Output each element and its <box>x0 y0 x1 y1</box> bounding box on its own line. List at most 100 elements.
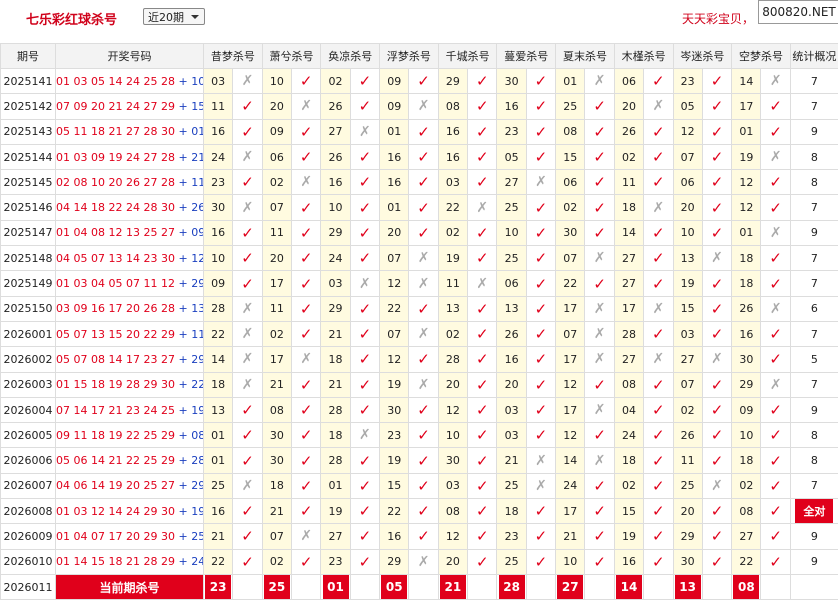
stat: 7 <box>789 320 838 348</box>
kill-result: ✓ <box>349 219 381 247</box>
separator: + <box>178 251 188 265</box>
kill-result: ✓ <box>643 371 674 398</box>
kill-number: 22 <box>379 498 410 525</box>
kill-number: 02 <box>261 320 292 348</box>
empty-cell <box>701 573 733 601</box>
kill-result: ✓ <box>643 320 674 348</box>
kill-result: ✓ <box>467 67 498 95</box>
kill-result: ✓ <box>760 169 791 196</box>
kill-result: ✗ <box>760 295 791 322</box>
empty-cell <box>643 573 674 601</box>
empty-cell <box>789 573 838 601</box>
red-ball: 14 <box>91 479 105 493</box>
kill-number: 22 <box>379 295 410 322</box>
blue-ball: 29 <box>191 352 202 366</box>
red-ball: 21 <box>108 125 123 139</box>
kill-result: ✓ <box>525 118 557 145</box>
kill-result: ✓ <box>643 270 674 297</box>
red-ball: 05 <box>108 277 123 291</box>
current-kill-cell: 27 <box>555 573 586 601</box>
kill-result: ✓ <box>290 472 322 500</box>
kill-result: ✓ <box>584 194 615 221</box>
kill-result: ✓ <box>701 169 733 196</box>
kill-result: ✓ <box>643 143 674 171</box>
kill-number: 29 <box>320 295 351 322</box>
kill-number: 02 <box>261 169 292 196</box>
draw-numbers: 02 08 10 20 26 27 28 + 11 <box>55 169 204 196</box>
kill-number: 20 <box>437 548 469 575</box>
stat: 8 <box>789 143 838 171</box>
column-header: 浮梦杀号 <box>379 43 439 69</box>
kill-result: ✓ <box>701 523 733 550</box>
kill-result: ✓ <box>584 169 615 196</box>
red-ball: 01 <box>56 277 71 291</box>
kill-number: 15 <box>613 498 645 525</box>
kill-number: 22 <box>437 194 469 221</box>
kill-result: ✗ <box>290 523 322 550</box>
kill-result: ✗ <box>525 447 557 474</box>
kill-number: 07 <box>555 245 586 272</box>
kill-result: ✗ <box>467 270 498 297</box>
kill-number: 24 <box>202 143 234 171</box>
kill-result: ✓ <box>701 143 733 171</box>
kill-result: ✓ <box>525 245 557 272</box>
empty-cell <box>290 573 322 601</box>
kill-result: ✗ <box>643 295 674 322</box>
kill-number: 13 <box>672 245 703 272</box>
kill-number: 28 <box>613 320 645 348</box>
red-ball: 14 <box>73 555 88 569</box>
kill-result: ✓ <box>701 447 733 474</box>
red-ball: 27 <box>126 125 140 139</box>
current-kill-cell: 13 <box>672 573 703 601</box>
kill-result: ✓ <box>643 396 674 424</box>
kill-number: 18 <box>731 270 762 297</box>
red-ball: 03 <box>73 504 88 518</box>
period-select[interactable]: 近20期 <box>143 8 205 25</box>
kill-result: ✓ <box>525 396 557 424</box>
current-kill: 23 <box>205 575 232 599</box>
kill-result: ✗ <box>408 270 439 297</box>
kill-result: ✓ <box>760 245 791 272</box>
stat: 7 <box>789 371 838 398</box>
kill-result: ✓ <box>290 320 322 348</box>
blue-ball: 10 <box>191 74 202 88</box>
issue: 2025144 <box>0 143 56 171</box>
red-ball: 04 <box>56 201 71 215</box>
red-ball: 27 <box>143 99 158 113</box>
kill-result: ✓ <box>290 67 322 95</box>
stat: 7 <box>789 270 838 297</box>
header-link[interactable]: 天天彩宝贝， <box>682 12 755 26</box>
blue-ball: 08 <box>191 428 202 442</box>
kill-number: 27 <box>731 523 762 550</box>
column-header: 期号 <box>0 43 56 69</box>
kill-result: ✓ <box>760 396 791 424</box>
separator: + <box>178 175 188 189</box>
kill-result: ✗ <box>584 447 615 474</box>
red-ball: 15 <box>73 378 88 392</box>
red-ball: 18 <box>108 555 123 569</box>
kill-number: 16 <box>437 118 469 145</box>
blue-ball: 19 <box>191 504 202 518</box>
kill-number: 01 <box>731 219 762 247</box>
current-kill: 14 <box>615 575 642 599</box>
current-kill: 27 <box>557 575 584 599</box>
stat: 7 <box>789 472 838 500</box>
stat: 8 <box>789 169 838 196</box>
red-ball: 08 <box>73 175 88 189</box>
column-header: 夏末杀号 <box>555 43 615 69</box>
kill-number: 30 <box>379 396 410 424</box>
red-ball: 30 <box>161 251 175 265</box>
red-ball: 29 <box>161 327 175 341</box>
kill-number: 23 <box>496 118 527 145</box>
kill-result: ✓ <box>760 548 791 575</box>
red-ball: 30 <box>161 125 175 139</box>
kill-number: 25 <box>496 472 527 500</box>
red-ball: 22 <box>126 428 140 442</box>
red-ball: 20 <box>91 99 105 113</box>
